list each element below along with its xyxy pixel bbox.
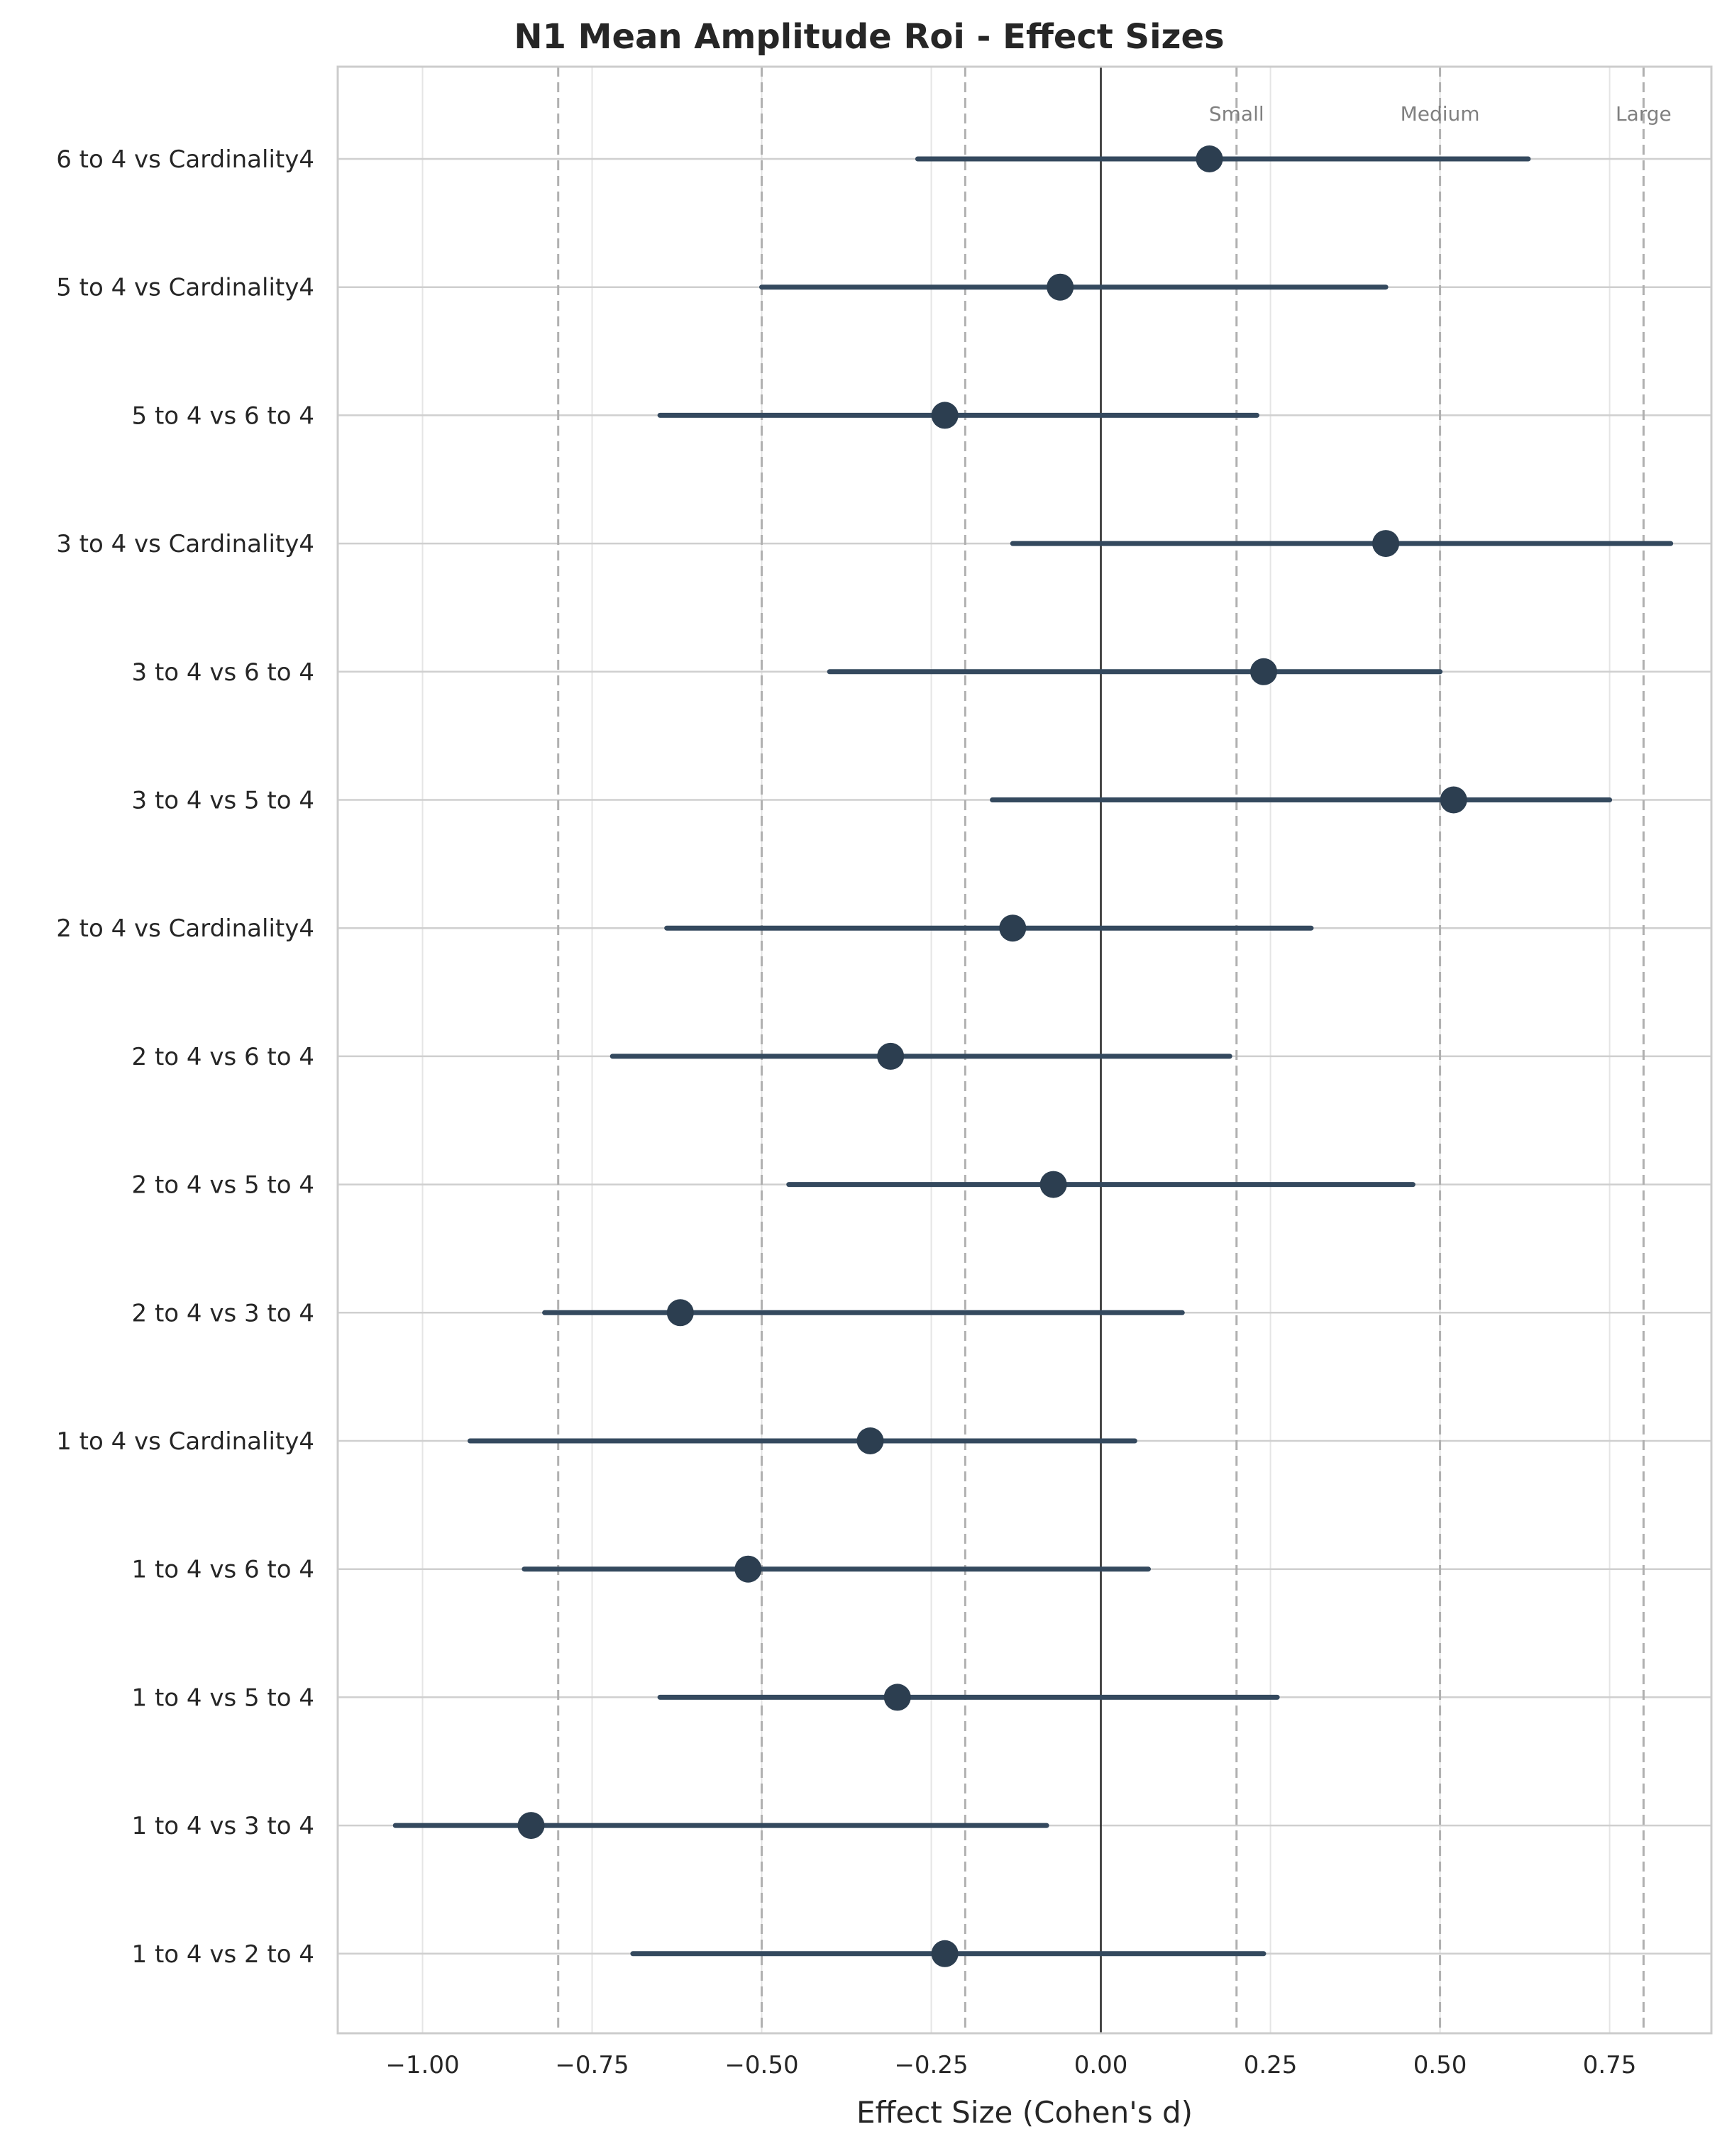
threshold-label-small: Small [1209, 102, 1264, 126]
plot-area: Small Medium Large 6 to 4 vs Cardinality4 5 … [56, 65, 1713, 2079]
x-tick-label: −0.50 [724, 2051, 798, 2079]
x-tick-label: 0.50 [1413, 2051, 1467, 2079]
y-tick-label: 3 to 4 vs Cardinality4 [56, 530, 314, 558]
effect-point [883, 1684, 911, 1711]
y-tick-label: 2 to 4 vs 5 to 4 [132, 1171, 314, 1200]
axes-frame [336, 65, 1713, 2035]
x-tick-label: 0.75 [1583, 2051, 1637, 2079]
y-tick-label: 5 to 4 vs Cardinality4 [56, 274, 314, 302]
effect-point [999, 914, 1027, 942]
y-tick-label: 1 to 4 vs Cardinality4 [56, 1427, 314, 1456]
x-tick-label: −1.00 [385, 2051, 459, 2079]
y-tick-label: 3 to 4 vs 6 to 4 [132, 658, 314, 687]
x-tick-label: 0.25 [1244, 2051, 1298, 2079]
y-tick-label: 2 to 4 vs 3 to 4 [132, 1299, 314, 1327]
effect-point [666, 1299, 694, 1327]
y-tick-label: 1 to 4 vs 3 to 4 [132, 1812, 314, 1840]
effect-point [517, 1812, 545, 1840]
effect-point [877, 1042, 905, 1070]
x-tick-label: −0.75 [555, 2051, 629, 2079]
y-tick-label: 1 to 4 vs 6 to 4 [132, 1556, 314, 1584]
chart-title: N1 Mean Amplitude Roi - Effect Sizes [514, 17, 1224, 57]
y-tick-label: 6 to 4 vs Cardinality4 [56, 145, 314, 174]
effect-point [1047, 273, 1074, 301]
effect-point [856, 1427, 884, 1454]
y-tick-label: 5 to 4 vs 6 to 4 [132, 402, 314, 430]
y-tick-label: 1 to 4 vs 2 to 4 [132, 1940, 314, 1969]
effect-point [931, 402, 959, 429]
y-tick-label: 2 to 4 vs 6 to 4 [132, 1043, 314, 1071]
x-tick-label: 0.00 [1074, 2051, 1128, 2079]
x-axis-label: Effect Size (Cohen's d) [856, 2095, 1193, 2130]
effect-point [1250, 658, 1278, 685]
threshold-label-large: Large [1616, 102, 1672, 126]
effect-point [1039, 1171, 1067, 1198]
effect-point [1372, 530, 1400, 558]
y-tick-label: 2 to 4 vs Cardinality4 [56, 914, 314, 943]
effect-point [931, 1940, 959, 1967]
effect-point [1196, 145, 1223, 172]
threshold-label-medium: Medium [1401, 102, 1480, 126]
y-tick-label: 1 to 4 vs 5 to 4 [132, 1684, 314, 1712]
y-tick-label: 3 to 4 vs 5 to 4 [132, 787, 314, 815]
x-tick-label: −0.25 [894, 2051, 968, 2079]
effect-point [734, 1555, 762, 1583]
effect-point [1440, 786, 1467, 814]
